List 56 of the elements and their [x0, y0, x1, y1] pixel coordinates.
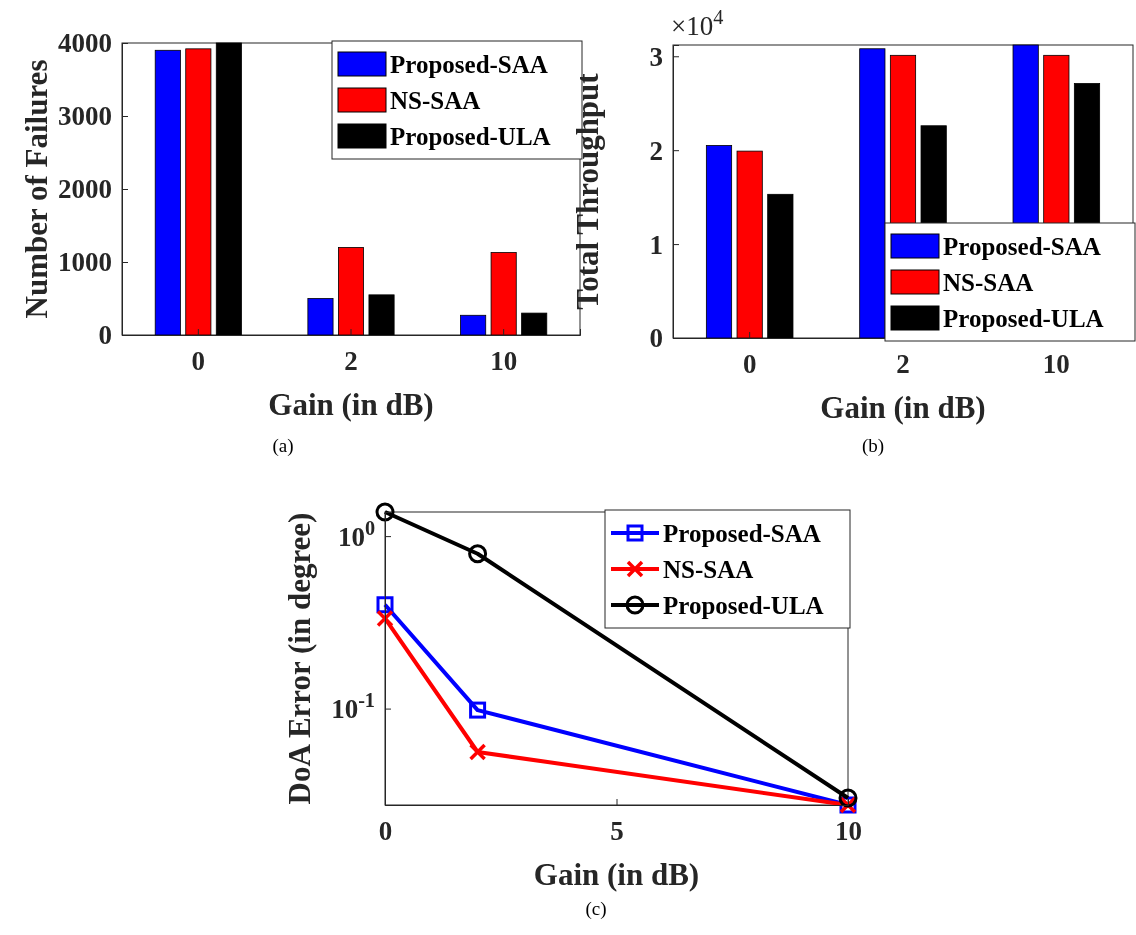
legend-label: Proposed-SAA	[663, 519, 821, 547]
legend-label: Proposed-SAA	[943, 232, 1101, 260]
text: (a)	[272, 435, 294, 457]
y-axis-title: Number of Failures	[19, 59, 54, 319]
y-tick-label: 3000	[58, 101, 112, 132]
x-tick-label: 10	[490, 346, 518, 377]
y-tick-label: 10$^{0}$	[337, 516, 375, 552]
bar	[154, 49, 181, 336]
text: ×10$^{4}$	[671, 6, 724, 41]
bar	[767, 193, 794, 339]
x-axis-title: Gain (in dB)	[820, 390, 986, 425]
x-tick-label: 10	[1042, 349, 1070, 380]
legend-label: NS-SAA	[390, 86, 481, 114]
bar	[736, 150, 763, 339]
point	[468, 743, 487, 761]
y-tick-label: 1000	[58, 247, 112, 278]
y-tick-label: 1	[649, 229, 663, 260]
y-axis-title: DoA Error (in degree)	[282, 512, 317, 805]
y-tick-label: 2000	[58, 174, 112, 205]
y-tick-label: 0	[649, 323, 663, 354]
y-tick-label: 4000	[58, 28, 112, 59]
bar	[185, 48, 212, 336]
x-axis-title: Gain (in dB)	[533, 857, 700, 892]
point	[375, 502, 395, 522]
bar	[859, 48, 886, 339]
legend-label: NS-SAA	[943, 268, 1034, 296]
y-axis-title: Total Throughput	[570, 72, 605, 310]
bar	[307, 298, 334, 336]
bar	[215, 42, 242, 336]
point	[469, 701, 487, 719]
bar	[490, 252, 517, 336]
bar	[460, 314, 487, 336]
y-tick-label: 10$^{-1}$	[331, 689, 375, 725]
x-tick-label: 0	[191, 346, 206, 377]
point	[376, 609, 394, 628]
legend-label: Proposed-ULA	[663, 591, 824, 619]
legend-label: Proposed-SAA	[390, 50, 548, 78]
point	[468, 544, 488, 564]
bar	[521, 312, 548, 336]
x-tick-label: 2	[896, 349, 910, 380]
bar	[368, 294, 395, 336]
text: (c)	[585, 898, 607, 920]
y-tick-label: 2	[649, 135, 663, 166]
x-tick-label: 0	[742, 349, 757, 380]
legend-label: Proposed-ULA	[390, 122, 551, 150]
text: (b)	[861, 435, 885, 457]
legend-label: Proposed-ULA	[943, 304, 1104, 332]
y-tick-label: 0	[98, 320, 112, 351]
legend-label: NS-SAA	[663, 555, 754, 583]
point	[838, 788, 858, 808]
bar	[338, 247, 364, 336]
bar	[705, 145, 733, 339]
x-tick-label: 5	[610, 816, 624, 847]
x-axis-title: Gain (in dB)	[268, 387, 434, 422]
y-tick-label: 3	[649, 41, 663, 72]
x-tick-label: 10	[835, 816, 862, 847]
